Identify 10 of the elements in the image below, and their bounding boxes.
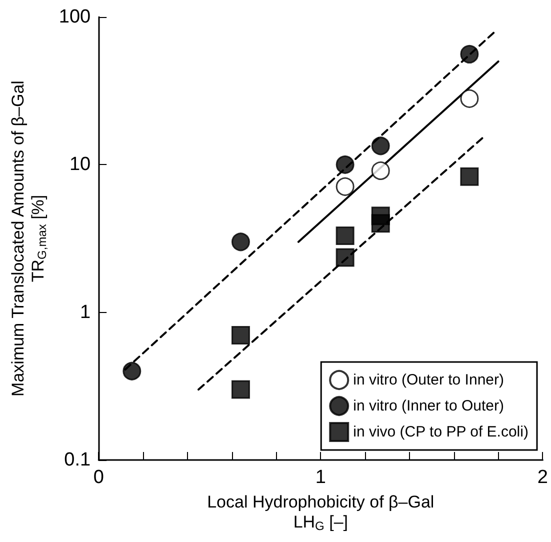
legend-label: in vivo (CP to PP of E.coli) — [353, 424, 528, 440]
legend-label: in vitro (Outer to Inner) — [353, 372, 504, 388]
y-tick-label: 0.1 — [64, 450, 91, 470]
x-tick-label: 0 — [93, 467, 104, 488]
y-tick-label: 10 — [69, 154, 91, 176]
x-tick-label: 1 — [315, 467, 326, 488]
legend-label: in vitro (Inner to Outer) — [353, 398, 504, 414]
y-tick-label: 100 — [58, 6, 91, 28]
x-tick-label: 2 — [537, 467, 548, 488]
y-tick-label: 1 — [80, 302, 91, 323]
